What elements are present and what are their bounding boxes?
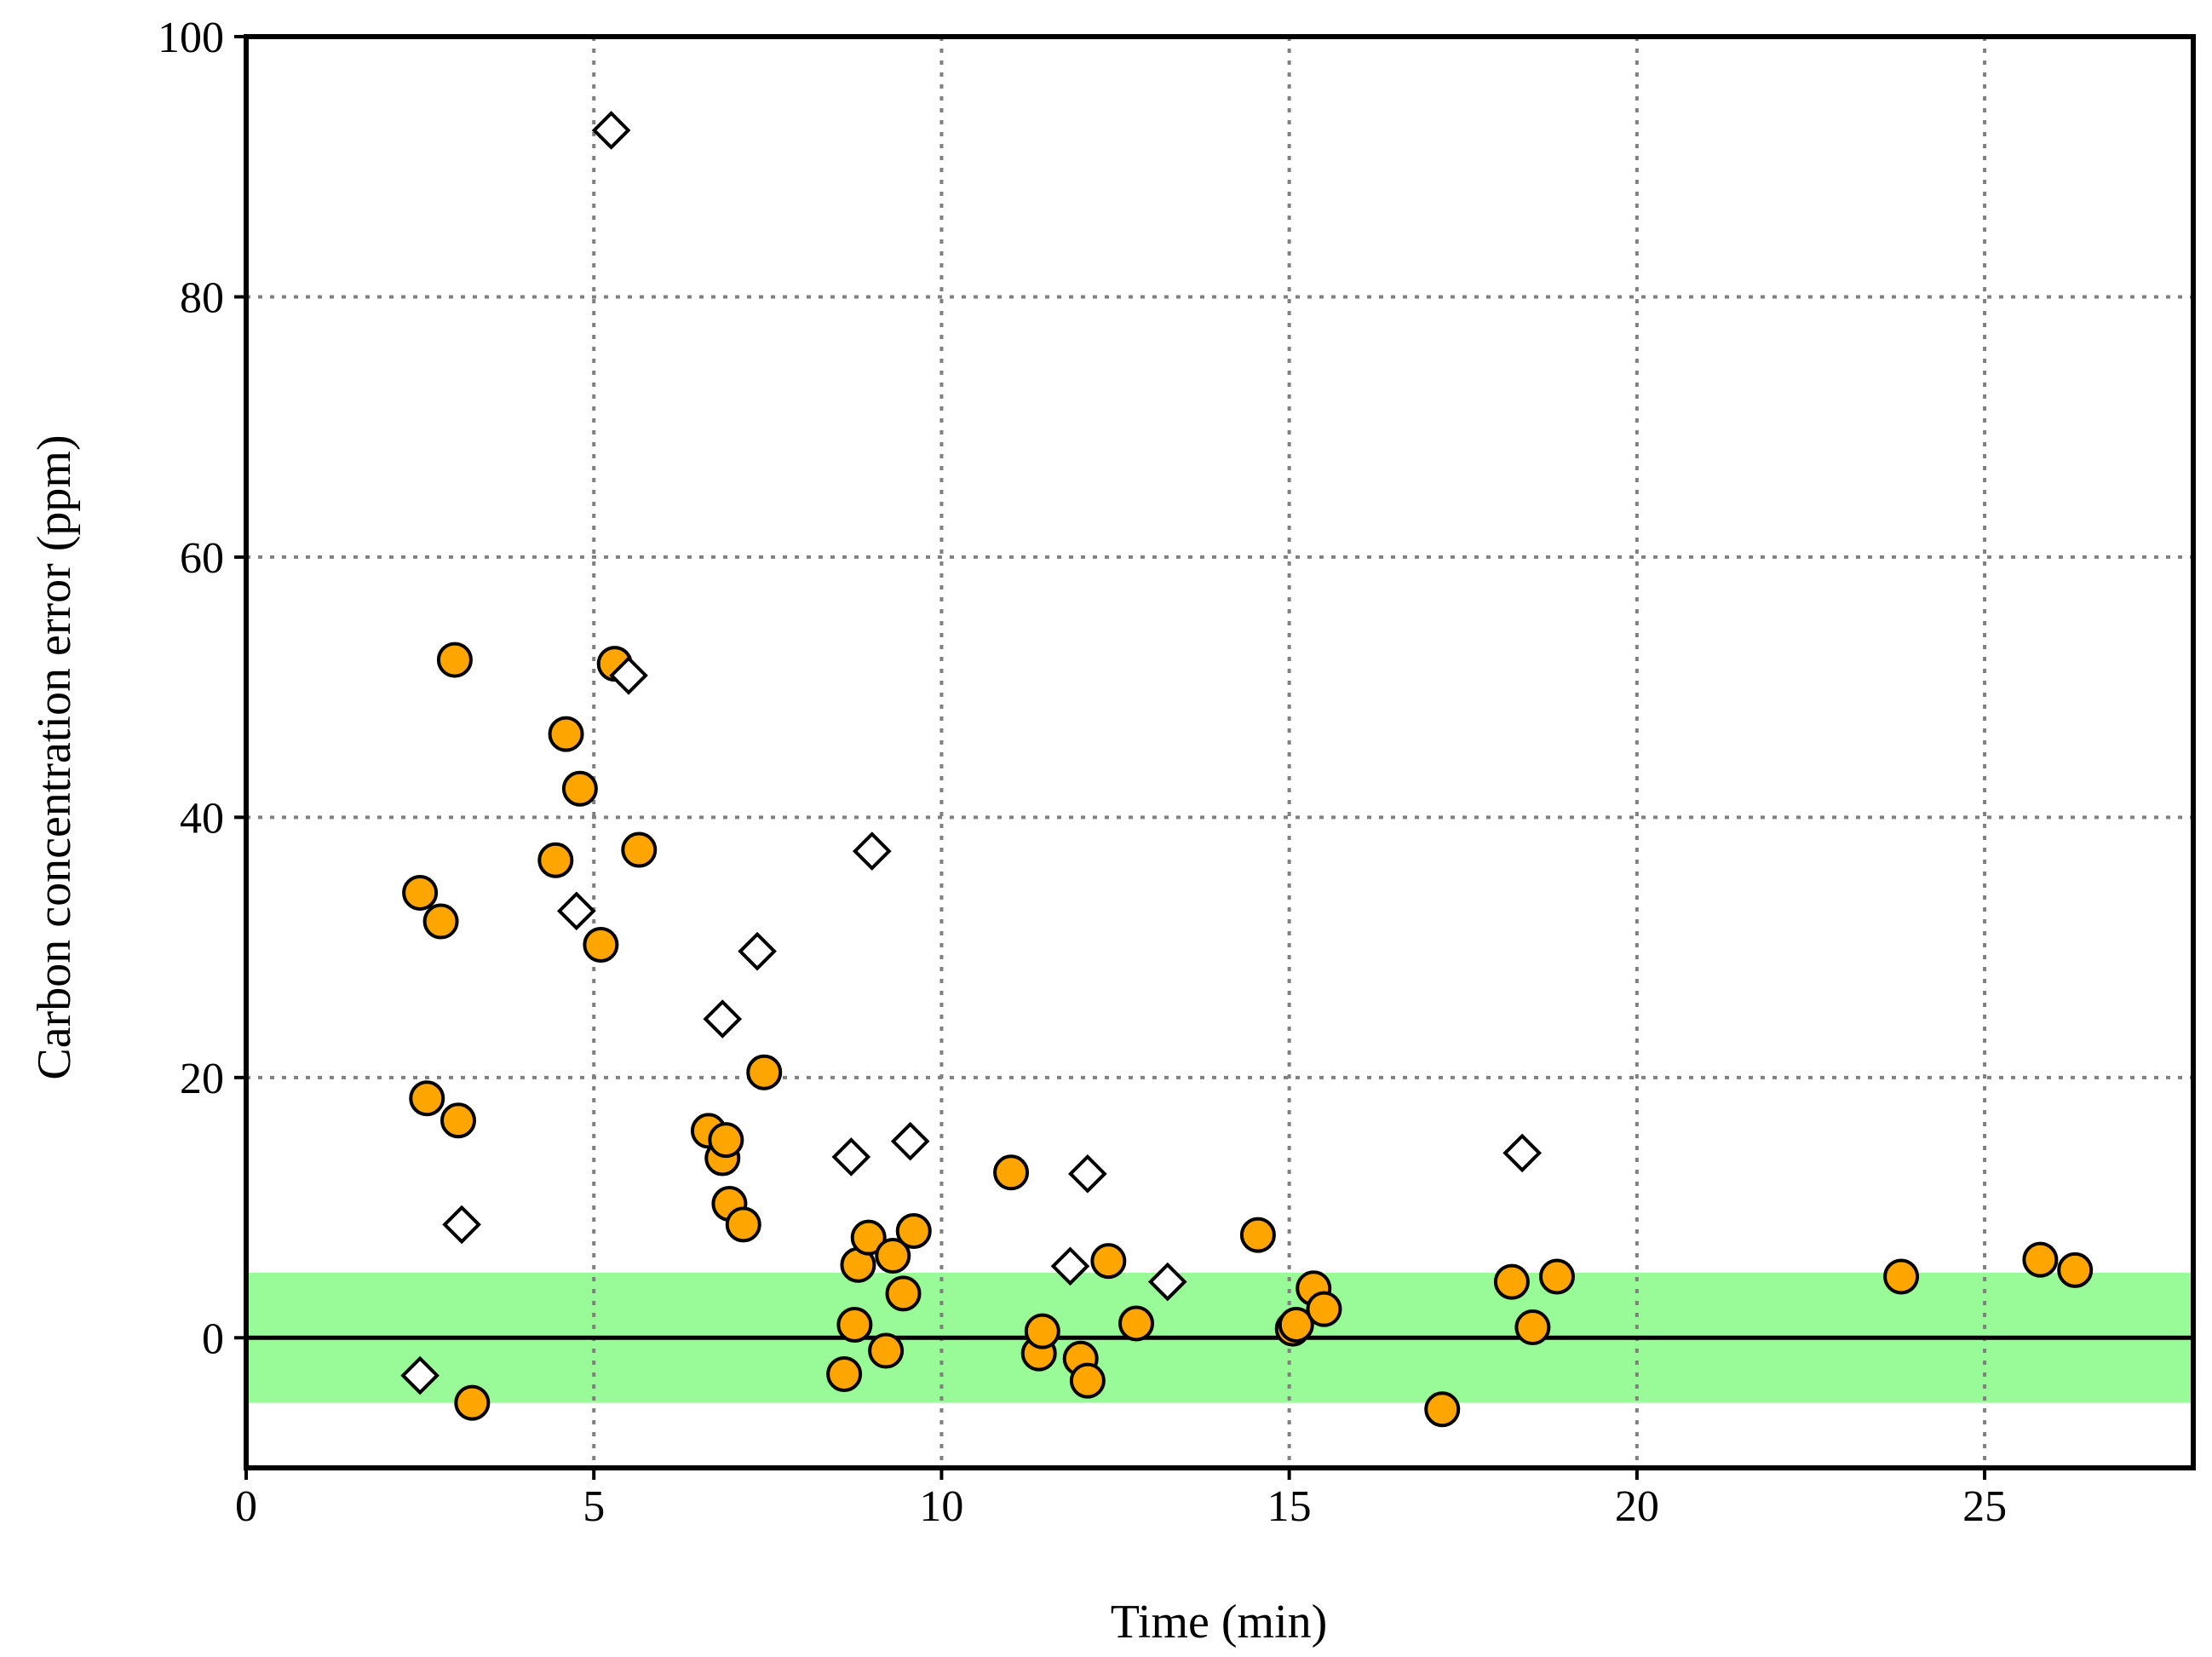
plot-frame (244, 34, 2196, 1470)
circle-point (402, 874, 439, 911)
diamond-point (400, 1355, 440, 1395)
circle-point (1493, 1263, 1530, 1300)
circle-point (422, 903, 459, 940)
circle-point (746, 1054, 783, 1090)
ticks-layer: 0 5 10 15 20 25 0 20 40 60 80 100 (158, 14, 2007, 1531)
circle-point (1278, 1307, 1314, 1343)
diamond-point (831, 1137, 871, 1177)
circle-point (1306, 1291, 1342, 1327)
circle-point (895, 1213, 932, 1250)
circle-point (826, 1356, 863, 1393)
diamond-point (591, 111, 631, 150)
circle-point (1514, 1309, 1551, 1346)
markers-layer (400, 111, 2094, 1428)
circle-point (583, 927, 619, 964)
circle-point (1024, 1313, 1060, 1349)
diamond-point (442, 1205, 481, 1245)
diamond-point (1502, 1133, 1542, 1173)
circle-point (725, 1206, 761, 1243)
circle-point (885, 1275, 922, 1312)
circle-point (868, 1332, 905, 1369)
circle-point (409, 1080, 445, 1117)
x-tick-label: 15 (1267, 1482, 1312, 1531)
circle-point (2022, 1241, 2059, 1278)
circle-point (1883, 1258, 1920, 1295)
circle-point (454, 1384, 491, 1421)
x-tick-label: 10 (919, 1482, 963, 1531)
x-tick-label: 25 (1962, 1482, 2007, 1531)
circle-point (621, 831, 658, 868)
circle-point (1239, 1217, 1276, 1253)
diamond-point (1068, 1154, 1107, 1194)
circle-point (561, 770, 598, 807)
circle-point (708, 1122, 744, 1159)
y-tick-label: 80 (180, 273, 224, 322)
y-tick-label: 60 (180, 534, 224, 583)
diamond-point (703, 999, 743, 1039)
y-tick-label: 40 (180, 794, 224, 843)
x-axis-label: Time (min) (1111, 1596, 1328, 1648)
circle-point (1069, 1362, 1106, 1399)
diamond-point (738, 931, 777, 971)
circle-point (875, 1238, 911, 1274)
x-tick-label: 5 (583, 1482, 605, 1531)
circle-point (548, 716, 584, 752)
circle-point (836, 1307, 873, 1343)
circle-point (440, 1102, 477, 1139)
diamond-point (852, 831, 892, 871)
diamond-point (890, 1121, 930, 1161)
x-tick-label: 0 (235, 1482, 257, 1531)
circle-point (993, 1154, 1030, 1191)
y-tick-label: 0 (202, 1315, 224, 1363)
diamond-point (1147, 1262, 1187, 1302)
y-axis-label: Carbon concentration error (ppm) (28, 434, 81, 1079)
circle-point (1424, 1391, 1461, 1428)
x-tick-label: 20 (1615, 1482, 1659, 1531)
y-tick-label: 100 (158, 14, 224, 62)
diamond-point (1050, 1246, 1090, 1286)
circle-point (537, 842, 574, 878)
circle-point (2057, 1251, 2094, 1288)
circle-point (1118, 1305, 1155, 1342)
circle-point (436, 642, 473, 678)
diamond-point (556, 891, 596, 931)
grid-layer (246, 37, 2193, 1468)
y-tick-label: 20 (180, 1055, 224, 1103)
circle-point (1538, 1258, 1575, 1295)
circle-point (1090, 1243, 1127, 1280)
circle-point (850, 1219, 887, 1256)
diamond-point (609, 656, 648, 695)
